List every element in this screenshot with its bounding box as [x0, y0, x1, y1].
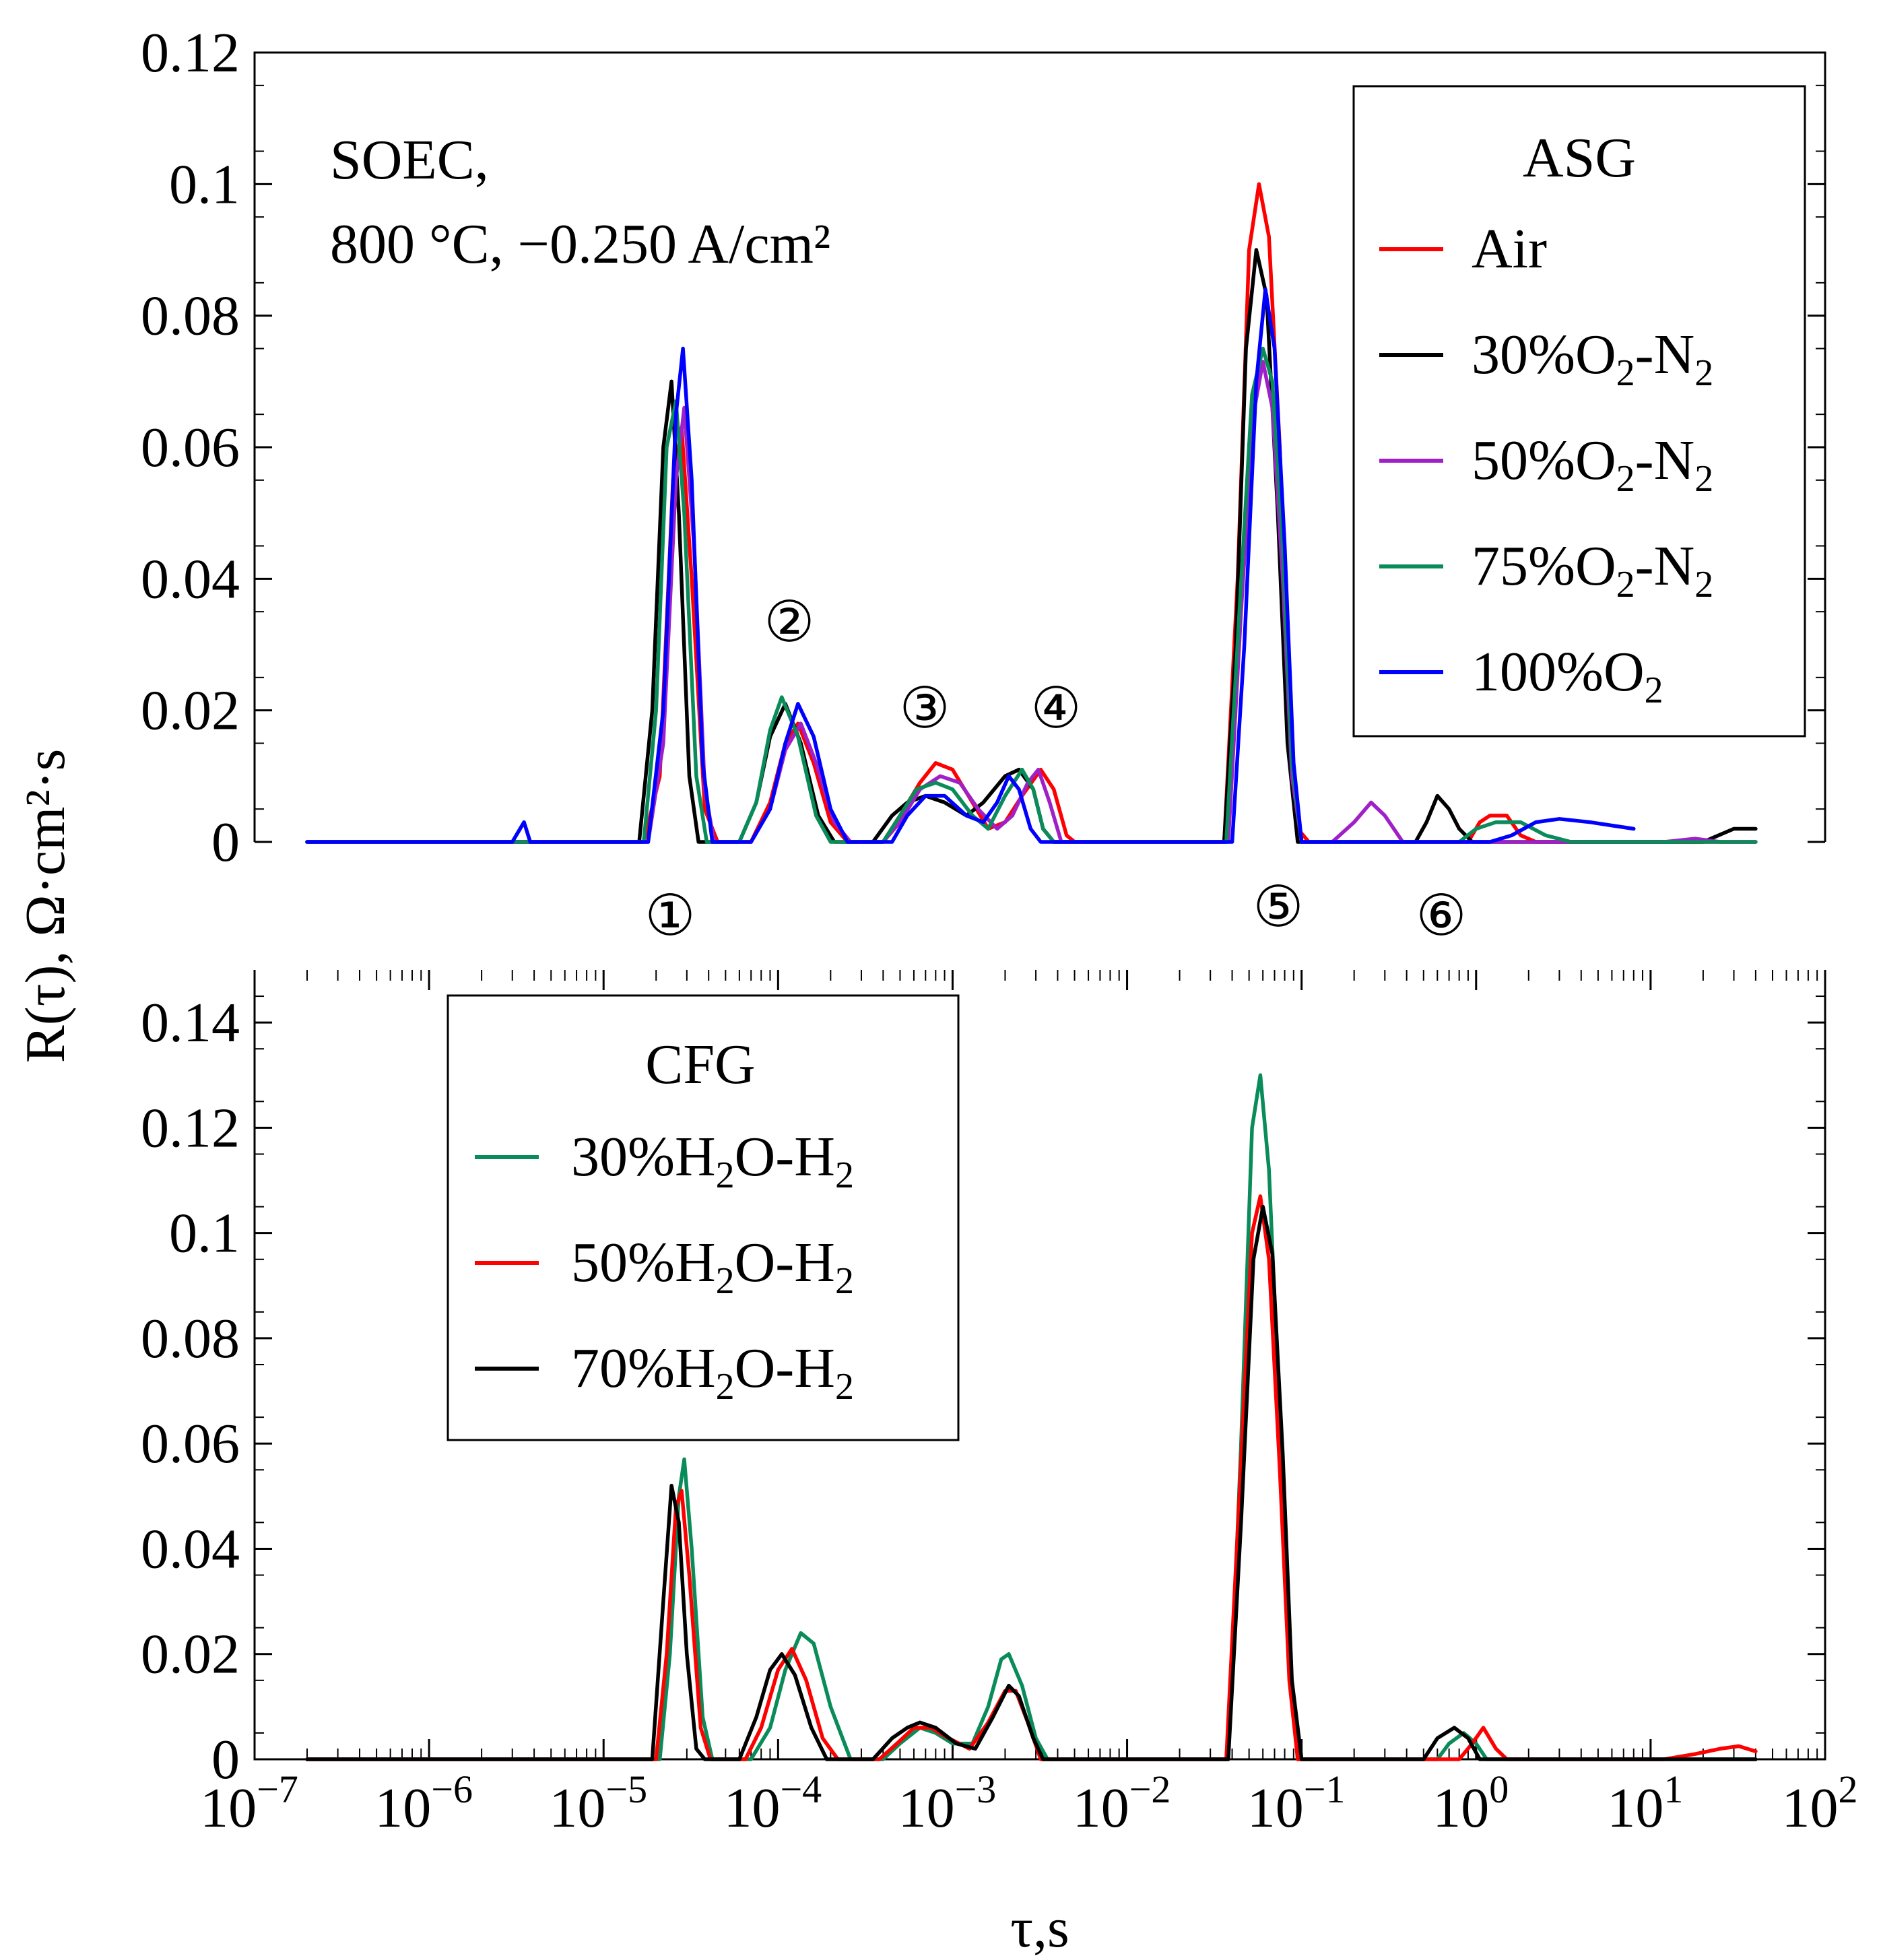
peak-label-2: ② [764, 591, 814, 654]
top-y-tick-label: 0.04 [141, 548, 240, 610]
bottom-y-tick-label: 0.04 [141, 1517, 240, 1580]
legend-label-70%H2O-H2: 70%H2O-H2 [571, 1337, 854, 1408]
x-tick-label: 10−4 [723, 1767, 822, 1839]
series-line-100%O2 [305, 287, 1636, 844]
top-y-tick-label: 0.06 [141, 416, 240, 479]
bottom-y-tick-label: 0.14 [141, 991, 240, 1054]
legend-label-75%O2-N2: 75%O2-N2 [1472, 535, 1713, 606]
series-line-70%H2O-H2 [305, 1204, 1758, 1761]
peak-label-3: ③ [899, 678, 950, 740]
legend-asg-items: Air 30%O2-N2 50%O2-N2 75%O2-N2 100%O2 [1379, 218, 1713, 711]
top-y-tick-label: 0 [211, 811, 240, 874]
x-tick-label: 10−1 [1247, 1767, 1346, 1839]
bottom-y-tick-label: 0.08 [141, 1307, 240, 1370]
top-y-tick-label: 0.08 [141, 285, 240, 348]
bottom-y-tick-label: 0.1 [169, 1202, 240, 1265]
x-tick-labels: 10−7 10−6 10−5 10−4 10−3 10−2 10−1 100 101 102 [200, 1767, 1857, 1839]
bottom-y-tick-label: 0 [211, 1728, 240, 1791]
x-tick-label: 102 [1782, 1767, 1858, 1839]
legend-cfg-title: CFG [645, 1033, 755, 1096]
top-series-group [305, 182, 1758, 844]
x-tick-label: 10−5 [549, 1767, 647, 1839]
top-y-ticks [255, 51, 1825, 843]
condition-line-1: SOEC, [330, 129, 489, 191]
bottom-axis-ticks [253, 970, 1826, 1761]
bottom-series-group [305, 1073, 1758, 1761]
x-axis-label: τ,s [1010, 1897, 1069, 1959]
peak-label-5: ⑤ [1253, 876, 1303, 939]
legend-label-30%H2O-H2: 30%H2O-H2 [571, 1125, 854, 1196]
y-axis-label: R(τ), Ω·cm²·s [14, 749, 77, 1064]
legend-asg-box [1352, 85, 1806, 738]
legend-cfg-items: 30%H2O-H2 50%H2O-H2 70%H2O-H2 [475, 1125, 854, 1408]
peak-label-6: ⑥ [1416, 885, 1466, 948]
legend-cfg: CFG 30%H2O-H2 50%H2O-H2 70%H2O-H2 [447, 994, 960, 1441]
legend-label-50%O2-N2: 50%O2-N2 [1472, 429, 1713, 500]
x-tick-label: 10−2 [1073, 1767, 1171, 1839]
legend-label-Air: Air [1472, 218, 1547, 280]
legend-asg-title: ASG [1523, 127, 1636, 189]
legend-asg: ASG Air 30%O2-N2 50%O2-N2 75%O2-N2 100%O2 [1352, 85, 1806, 738]
x-tick-label: 10−6 [374, 1767, 473, 1839]
bottom-y-tick-label: 0.12 [141, 1097, 240, 1159]
bottom-y-tick-label: 0.06 [141, 1412, 240, 1475]
x-tick-label: 10−3 [898, 1767, 997, 1839]
condition-line-2: 800 °C, −0.250 A/cm² [330, 213, 830, 275]
x-tick-label: 10−7 [200, 1767, 298, 1839]
legend-label-30%O2-N2: 30%O2-N2 [1472, 323, 1713, 394]
legend-cfg-box [447, 994, 960, 1441]
legend-label-50%H2O-H2: 50%H2O-H2 [571, 1231, 854, 1302]
top-y-tick-label: 0.1 [169, 153, 240, 216]
peak-label-4: ④ [1030, 678, 1081, 740]
bottom-y-tick-label: 0.02 [141, 1623, 240, 1686]
legend-label-100%O2: 100%O2 [1472, 641, 1663, 711]
top-y-tick-label: 0.02 [141, 680, 240, 742]
top-y-tick-labels: 0 0.02 0.04 0.06 0.08 0.1 0.12 [141, 22, 240, 874]
x-tick-label: 100 [1432, 1767, 1509, 1839]
bottom-y-tick-labels: 0 0.02 0.04 0.06 0.08 0.1 0.12 0.14 [141, 991, 240, 1791]
top-y-tick-label: 0.12 [141, 22, 240, 84]
peak-label-1: ① [645, 885, 695, 948]
x-tick-label: 101 [1607, 1767, 1683, 1839]
